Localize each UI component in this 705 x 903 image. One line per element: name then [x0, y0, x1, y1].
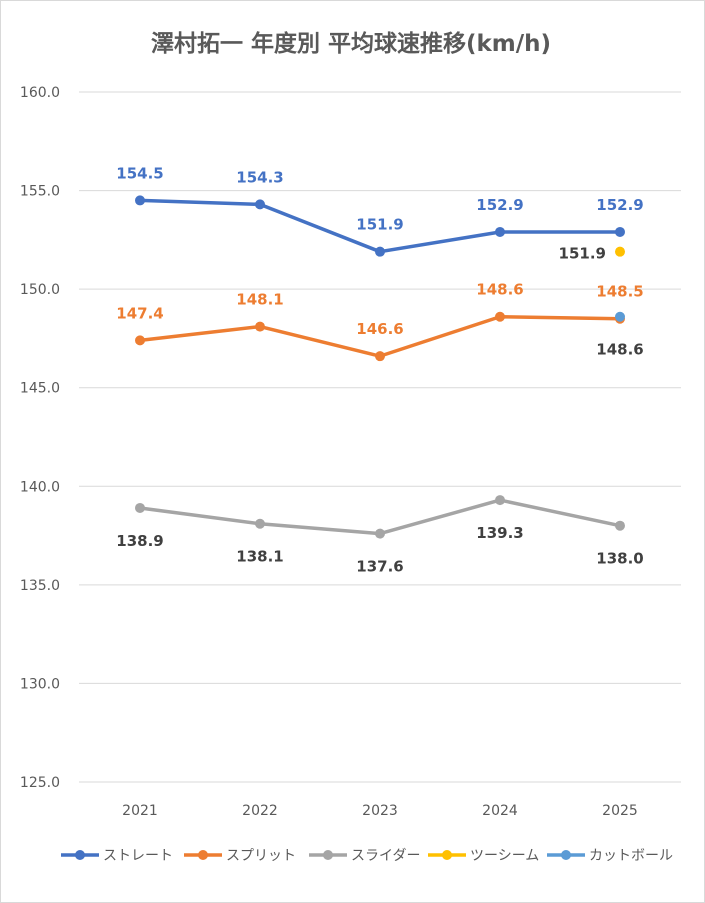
legend-swatch-marker — [75, 850, 85, 860]
data-point — [615, 226, 625, 237]
y-tick-label: 125.0 — [20, 775, 60, 791]
data-label: 151.9 — [356, 216, 403, 234]
legend: ストレート スプリット スライダー ツーシーム カットボール — [61, 848, 673, 864]
y-tick-label: 130.0 — [20, 676, 60, 692]
legend-label: スプリット — [226, 848, 296, 864]
data-point — [375, 528, 385, 539]
x-tick-label: 2025 — [602, 803, 638, 819]
data-label: 138.9 — [116, 532, 163, 550]
legend-swatch-marker — [198, 850, 208, 860]
data-point — [255, 321, 265, 332]
x-tick-label: 2023 — [362, 803, 398, 819]
legend-label: ストレート — [103, 848, 173, 864]
data-point — [615, 311, 625, 322]
data-labels: 154.5 154.3 151.9 152.9 152.9 147.4 148.1 146.6… — [116, 164, 643, 575]
x-tick-label: 2022 — [242, 803, 278, 819]
legend-swatch-marker — [442, 850, 452, 860]
data-point — [495, 226, 505, 237]
data-point — [375, 351, 385, 362]
y-tick-label: 155.0 — [20, 184, 60, 200]
gridlines — [79, 91, 681, 783]
x-tick-label: 2024 — [482, 803, 518, 819]
data-label: 146.6 — [356, 320, 403, 338]
x-tick-label: 2021 — [122, 803, 158, 819]
data-point — [375, 246, 385, 257]
data-label: 152.9 — [596, 196, 643, 214]
chart-title: 澤村拓一 年度別 平均球速推移(km/h) — [151, 30, 551, 57]
data-label: 148.1 — [236, 291, 283, 309]
data-point — [135, 502, 145, 513]
data-point — [255, 199, 265, 210]
legend-swatch-marker — [323, 850, 333, 860]
y-tick-label: 135.0 — [20, 578, 60, 594]
data-label: 148.6 — [596, 341, 643, 359]
y-tick-label: 140.0 — [20, 479, 60, 495]
data-label: 151.9 — [559, 245, 606, 263]
legend-label: カットボール — [589, 848, 673, 864]
data-point — [255, 518, 265, 529]
data-label: 138.1 — [236, 548, 283, 566]
y-axis-ticks: 125.0 130.0 135.0 140.0 145.0 150.0 155.0 160.0 — [20, 85, 60, 791]
data-label: 147.4 — [116, 304, 163, 322]
data-point — [615, 520, 625, 531]
legend-label: スライダー — [351, 848, 420, 864]
series-group — [135, 195, 625, 539]
data-point — [615, 246, 625, 257]
legend-swatch-marker — [561, 850, 571, 860]
data-point — [495, 311, 505, 322]
data-label: 154.3 — [236, 168, 283, 186]
x-axis-ticks: 2021 2022 2023 2024 2025 — [122, 803, 638, 819]
data-label: 139.3 — [476, 524, 523, 542]
y-tick-label: 160.0 — [20, 85, 60, 101]
data-label: 138.0 — [596, 550, 643, 568]
legend-label: ツーシーム — [470, 848, 539, 864]
y-tick-label: 150.0 — [20, 282, 60, 298]
data-point — [135, 195, 145, 206]
data-point — [495, 495, 505, 506]
data-label: 154.5 — [116, 164, 163, 182]
data-label: 148.5 — [596, 283, 643, 301]
data-label: 152.9 — [476, 196, 523, 214]
data-point — [135, 335, 145, 346]
data-label: 137.6 — [356, 558, 403, 576]
data-label: 148.6 — [476, 281, 523, 299]
series-line — [138, 498, 622, 536]
y-tick-label: 145.0 — [20, 381, 60, 397]
